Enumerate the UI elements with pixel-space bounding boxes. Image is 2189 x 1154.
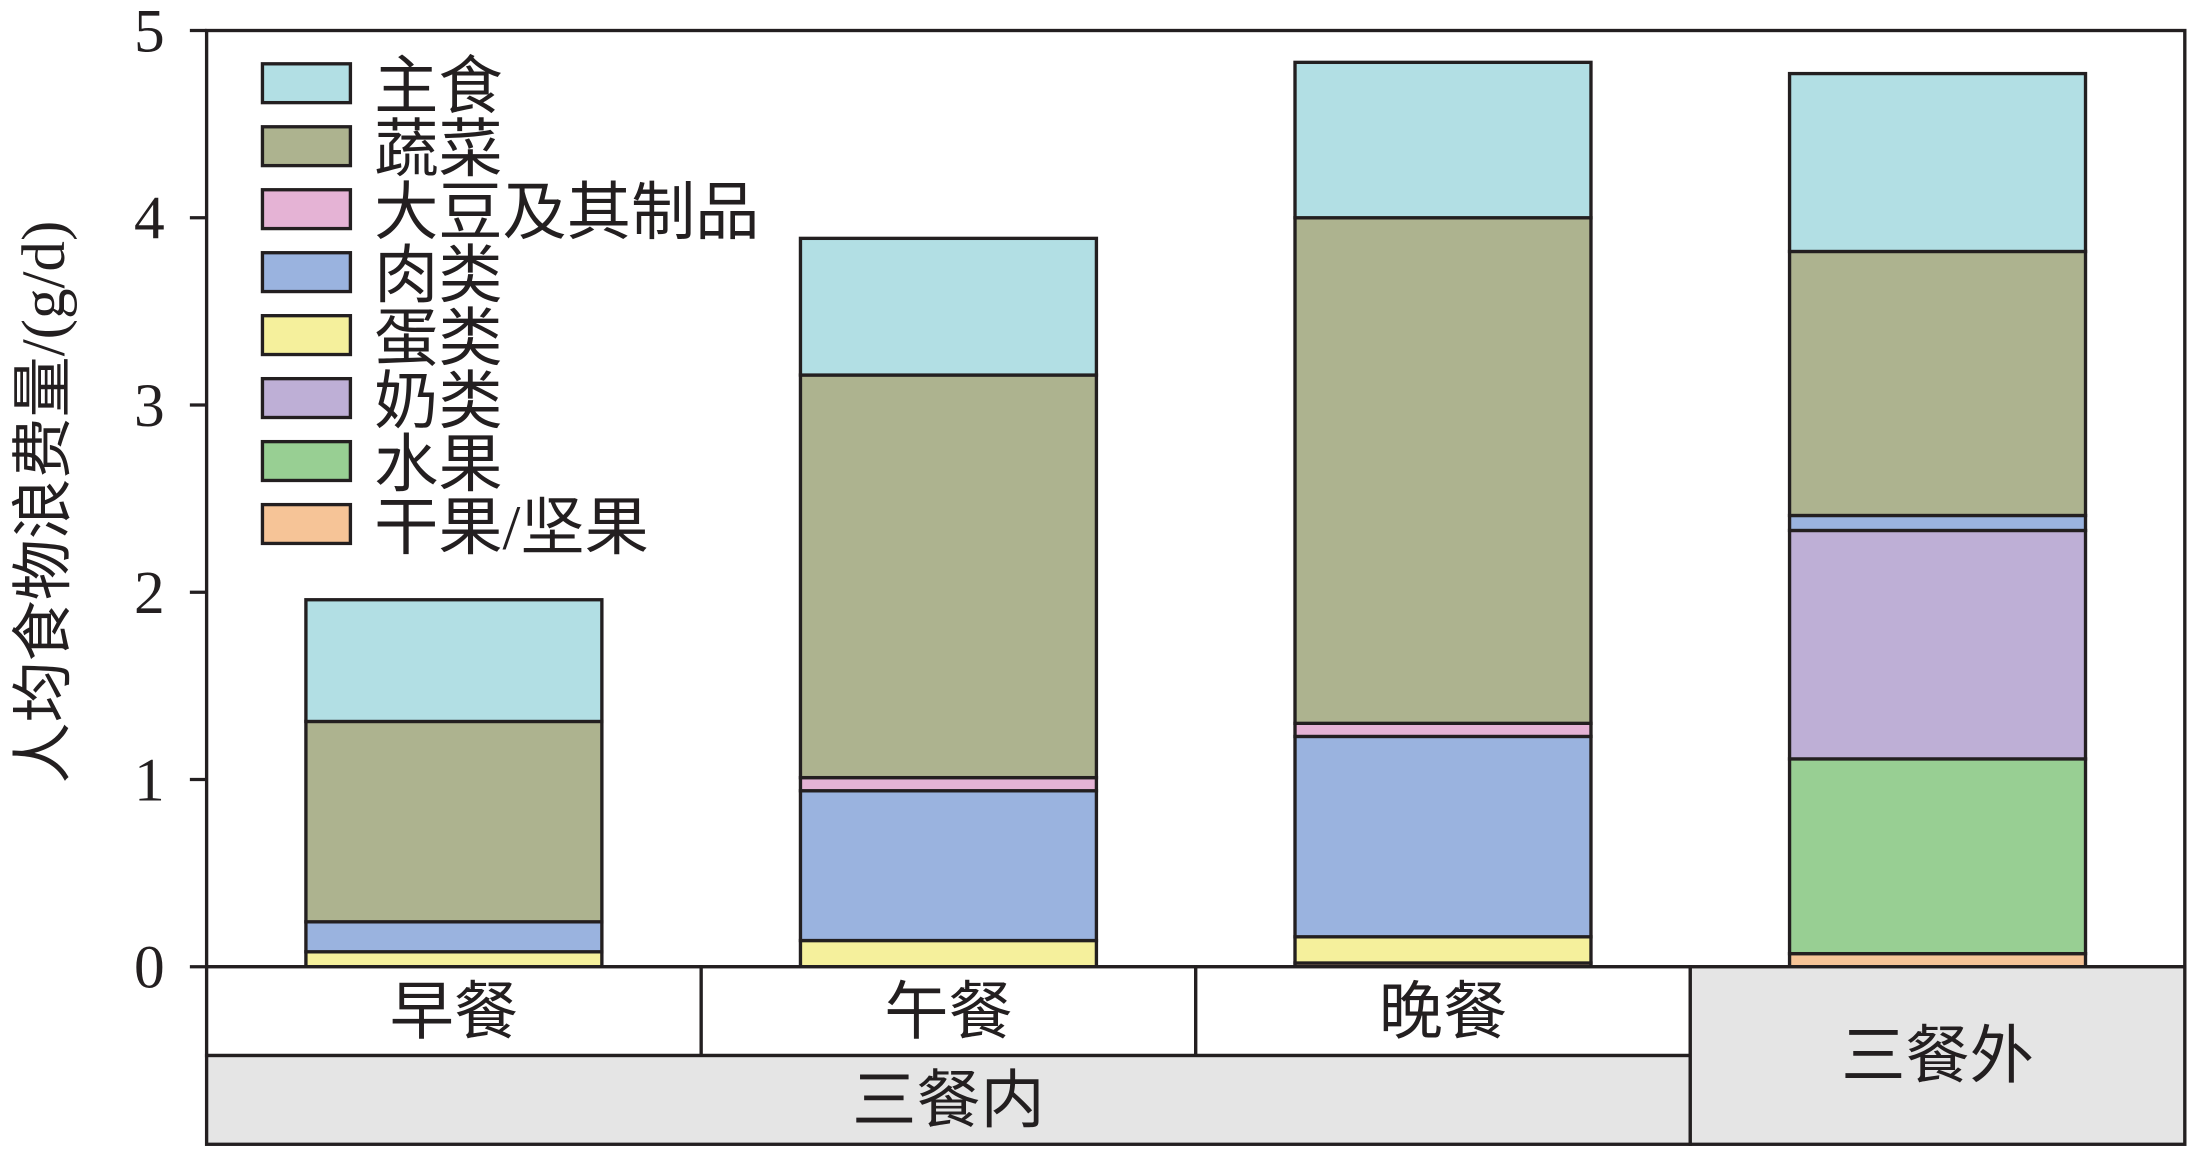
legend-item: 主食 xyxy=(260,51,503,122)
legend-swatch xyxy=(260,314,353,357)
bar-segment-s0-c2 xyxy=(1293,60,1593,220)
bar-segment-s1-c0 xyxy=(304,719,604,924)
category-cell xyxy=(1194,965,1692,1058)
category-cell xyxy=(699,965,1198,1058)
bar-segment-s4-c1 xyxy=(798,938,1099,969)
legend-label: 奶类 xyxy=(374,366,502,437)
bar-segment-s4-c0 xyxy=(304,950,604,969)
legend-item: 干果/坚果 xyxy=(260,492,649,563)
legend-item: 水果 xyxy=(260,429,503,500)
bar-segment-s1-c2 xyxy=(1293,216,1593,725)
legend-swatch xyxy=(260,502,353,546)
bar-segment-s7-c3 xyxy=(1787,951,2088,969)
legend-item: 蛋类 xyxy=(260,303,503,374)
bar-segment-s3-c1 xyxy=(798,789,1099,943)
legend-swatch xyxy=(260,62,353,105)
bar-segment-s1-c3 xyxy=(1787,249,2088,518)
legend-label: 蛋类 xyxy=(374,303,502,374)
y-tick-label: 2 xyxy=(134,559,165,627)
category-label: 午餐 xyxy=(884,977,1012,1048)
category-cell xyxy=(204,965,703,1058)
category-label: 晚餐 xyxy=(1379,977,1507,1048)
legend-item: 蔬菜 xyxy=(260,114,503,185)
y-tick-label: 1 xyxy=(134,746,165,814)
legend-swatch xyxy=(260,376,353,420)
category-merged-cell xyxy=(1688,965,2187,1146)
legend-swatch xyxy=(260,125,353,168)
y-tick-label: 0 xyxy=(134,934,165,1002)
y-axis: 0 1 2 3 4 5 xyxy=(134,0,207,1002)
bar-segment-s3-c2 xyxy=(1293,734,1593,939)
legend-label: 大豆及其制品 xyxy=(374,177,759,248)
legend-label: 干果/坚果 xyxy=(374,492,649,563)
bars xyxy=(304,60,2088,969)
bar-segment-s6-c3 xyxy=(1787,757,2088,956)
legend-label: 肉类 xyxy=(374,240,502,311)
legend-label: 水果 xyxy=(374,429,502,500)
legend-item: 大豆及其制品 xyxy=(260,177,759,248)
category-label: 三餐外 xyxy=(1841,1021,2034,1092)
bar-segment-s5-c3 xyxy=(1787,528,2088,761)
legend-item: 奶类 xyxy=(260,366,503,437)
bar-segment-s0-c0 xyxy=(304,598,604,724)
y-tick-label: 3 xyxy=(134,372,165,440)
y-tick-label: 4 xyxy=(134,185,165,253)
bar-segment-s4-c2 xyxy=(1293,935,1593,965)
category-group-cell xyxy=(204,1053,1692,1146)
legend-label: 主食 xyxy=(374,51,502,122)
legend-item: 肉类 xyxy=(260,240,503,311)
legend-swatch xyxy=(260,188,353,231)
y-axis-title: 人均食物浪费量/(g/d) xyxy=(10,221,78,784)
legend-swatch xyxy=(260,251,353,294)
bar-segment-s1-c1 xyxy=(798,373,1099,780)
category-group-label: 三餐内 xyxy=(852,1065,1045,1136)
legend-swatch xyxy=(260,439,353,483)
y-tick-label: 5 xyxy=(134,0,165,65)
legend-label: 蔬菜 xyxy=(374,114,502,185)
bar-segment-s2-c1 xyxy=(798,775,1099,793)
bar-segment-s3-c3 xyxy=(1787,513,2088,533)
bar-segment-s0-c3 xyxy=(1787,71,2088,254)
bar-segment-s3-c0 xyxy=(304,920,604,954)
bar-segment-s0-c1 xyxy=(798,236,1099,377)
category-label: 早餐 xyxy=(390,977,518,1048)
bar-segment-s2-c2 xyxy=(1293,721,1593,739)
